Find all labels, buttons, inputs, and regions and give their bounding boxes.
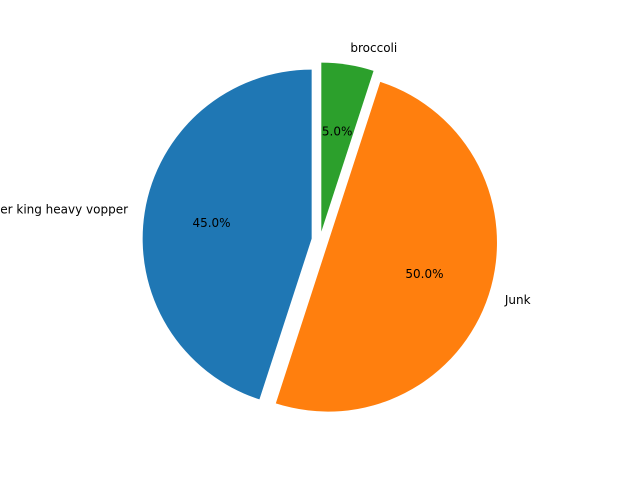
slice-label-0: burger king heavy vopper	[0, 203, 128, 217]
labels-layer: burger king heavy vopper 45.0% Junk 50.0% br…	[0, 41, 531, 307]
slice-pct-0: 45.0%	[192, 216, 230, 230]
slices-layer	[142, 62, 497, 412]
pie-slice-1	[275, 81, 497, 412]
slice-label-2: broccoli	[350, 41, 397, 55]
pie-slice-2	[321, 62, 374, 232]
slice-label-1: Junk	[504, 293, 531, 307]
slice-pct-2: 5.0%	[322, 125, 353, 139]
pie-slice-0	[142, 69, 312, 400]
slice-pct-1: 50.0%	[405, 267, 443, 281]
